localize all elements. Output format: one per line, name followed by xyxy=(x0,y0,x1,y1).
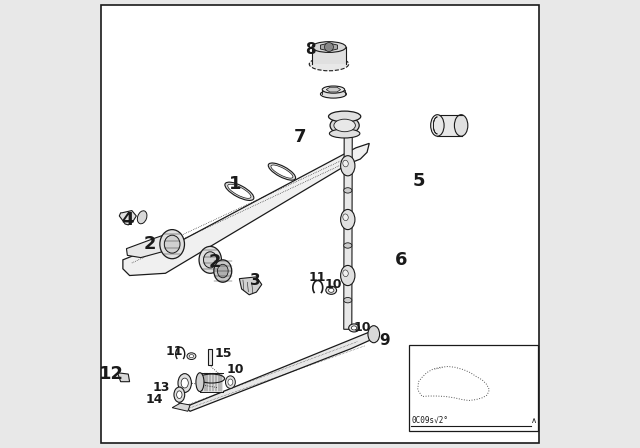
Ellipse shape xyxy=(228,379,233,385)
Polygon shape xyxy=(127,233,177,258)
Bar xyxy=(208,349,212,365)
Ellipse shape xyxy=(343,214,348,220)
Text: 6: 6 xyxy=(394,251,407,269)
Ellipse shape xyxy=(218,264,228,278)
Ellipse shape xyxy=(340,156,355,176)
Ellipse shape xyxy=(178,374,191,392)
Text: 15: 15 xyxy=(215,347,232,361)
Polygon shape xyxy=(200,373,223,392)
Text: ∧: ∧ xyxy=(531,416,537,425)
Ellipse shape xyxy=(174,387,185,402)
Text: 7: 7 xyxy=(294,128,306,146)
Ellipse shape xyxy=(138,211,147,224)
Text: 10: 10 xyxy=(354,320,371,334)
Text: 11: 11 xyxy=(166,345,183,358)
Circle shape xyxy=(474,392,488,406)
Ellipse shape xyxy=(164,235,180,253)
Ellipse shape xyxy=(309,57,349,71)
Text: 1: 1 xyxy=(228,175,241,193)
Polygon shape xyxy=(119,211,136,225)
Text: 11: 11 xyxy=(308,271,326,284)
Polygon shape xyxy=(172,403,190,411)
Ellipse shape xyxy=(177,391,182,399)
Ellipse shape xyxy=(344,188,352,193)
Ellipse shape xyxy=(330,116,359,134)
Ellipse shape xyxy=(268,163,296,180)
Ellipse shape xyxy=(199,246,221,273)
Circle shape xyxy=(479,396,484,401)
Ellipse shape xyxy=(368,326,380,343)
Ellipse shape xyxy=(214,260,232,282)
Ellipse shape xyxy=(323,86,344,93)
Text: 4: 4 xyxy=(121,211,134,228)
Text: 10: 10 xyxy=(324,278,342,291)
Circle shape xyxy=(420,392,435,407)
Text: 8: 8 xyxy=(305,42,316,57)
Text: 10: 10 xyxy=(226,363,244,376)
Polygon shape xyxy=(123,143,369,276)
Circle shape xyxy=(324,43,333,52)
Ellipse shape xyxy=(181,378,188,388)
Ellipse shape xyxy=(225,376,236,388)
Ellipse shape xyxy=(326,286,337,294)
Text: 5: 5 xyxy=(412,172,425,190)
Polygon shape xyxy=(118,373,130,382)
Ellipse shape xyxy=(198,374,225,383)
Ellipse shape xyxy=(340,209,355,229)
Ellipse shape xyxy=(349,324,360,332)
Ellipse shape xyxy=(228,184,251,198)
Ellipse shape xyxy=(189,355,194,358)
Ellipse shape xyxy=(340,265,355,286)
Text: 9: 9 xyxy=(380,333,390,348)
Ellipse shape xyxy=(343,160,348,167)
Polygon shape xyxy=(344,130,352,329)
Ellipse shape xyxy=(312,42,346,52)
Text: 0C09s√2°: 0C09s√2° xyxy=(412,416,449,425)
Circle shape xyxy=(425,397,430,402)
Ellipse shape xyxy=(271,165,293,178)
Ellipse shape xyxy=(344,297,352,303)
Text: 2: 2 xyxy=(143,235,156,253)
Ellipse shape xyxy=(187,353,196,359)
Polygon shape xyxy=(321,43,337,51)
Text: 12: 12 xyxy=(99,365,124,383)
Bar xyxy=(409,345,538,431)
Text: 13: 13 xyxy=(152,381,170,394)
Ellipse shape xyxy=(204,252,217,268)
Text: 2: 2 xyxy=(209,253,221,271)
Ellipse shape xyxy=(343,270,348,276)
Ellipse shape xyxy=(431,115,444,136)
Polygon shape xyxy=(323,90,345,94)
Polygon shape xyxy=(312,47,346,64)
Ellipse shape xyxy=(328,111,361,122)
Ellipse shape xyxy=(454,115,468,136)
Ellipse shape xyxy=(328,289,334,293)
Ellipse shape xyxy=(160,229,184,259)
Text: 14: 14 xyxy=(145,393,163,406)
Ellipse shape xyxy=(225,182,254,200)
Ellipse shape xyxy=(196,373,204,392)
Ellipse shape xyxy=(351,326,356,330)
Polygon shape xyxy=(239,277,262,295)
Text: 3: 3 xyxy=(250,272,260,288)
Ellipse shape xyxy=(321,90,346,98)
Ellipse shape xyxy=(330,129,360,138)
Polygon shape xyxy=(437,115,462,136)
Ellipse shape xyxy=(344,243,352,248)
Polygon shape xyxy=(326,87,340,92)
Ellipse shape xyxy=(334,119,355,132)
Polygon shape xyxy=(179,331,376,411)
